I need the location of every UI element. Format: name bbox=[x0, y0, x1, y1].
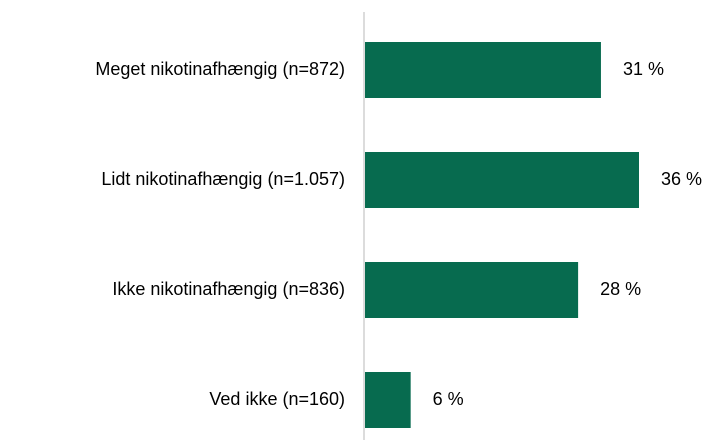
bar bbox=[365, 152, 639, 208]
category-label: Meget nikotinafhængig (n=872) bbox=[95, 59, 345, 79]
bar bbox=[365, 262, 579, 318]
category-label: Lidt nikotinafhængig (n=1.057) bbox=[101, 169, 345, 189]
category-label: Ved ikke (n=160) bbox=[209, 389, 345, 409]
value-label: 31 % bbox=[623, 59, 664, 79]
bar bbox=[365, 42, 601, 98]
value-label: 36 % bbox=[661, 169, 702, 189]
category-label: Ikke nikotinafhængig (n=836) bbox=[112, 279, 345, 299]
bar bbox=[365, 372, 411, 428]
value-label: 6 % bbox=[433, 389, 464, 409]
value-label: 28 % bbox=[600, 279, 641, 299]
